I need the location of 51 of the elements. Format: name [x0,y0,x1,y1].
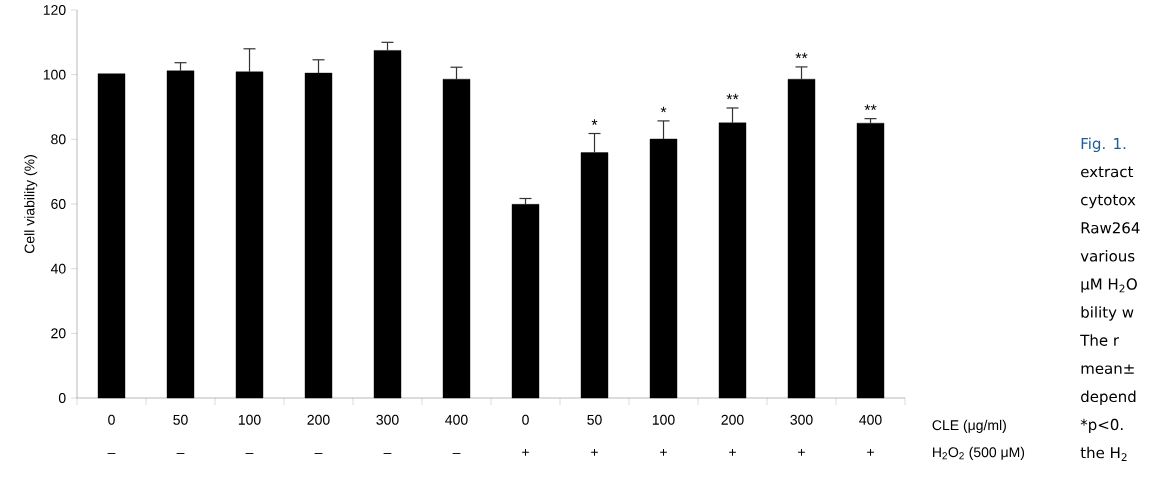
data-label: ** [726,93,739,100]
y-tick-label: 20 [51,328,66,339]
text: + [522,448,529,456]
text: – [176,452,185,454]
x-tick-label: 300 [376,414,399,425]
data-label: ** [795,52,808,59]
text: the H$_{2}$ [1080,446,1127,461]
caption: Fig. 1. [1081,137,1126,153]
text: *p<0. [1080,418,1123,434]
y-tick-label: 60 [51,199,66,209]
x-tick-label: 50 [173,414,188,425]
x-tick-label: 0 [108,414,115,425]
text: + [729,448,736,456]
text: mean± [1081,364,1134,375]
y-tick-label: 0 [58,393,66,403]
text: The r [1080,334,1120,346]
text: – [452,452,461,454]
text: + [591,448,598,456]
data-label: * [591,119,598,125]
text: + [867,448,874,456]
data-label: ** [864,104,877,111]
x-tick-label: 200 [721,414,744,425]
text: – [245,452,254,454]
y-tick-label: 100 [43,69,66,80]
text: depend [1081,390,1136,406]
text: extract [1081,166,1134,178]
text: – [314,452,323,454]
text: + [798,448,805,456]
text: – [383,452,392,454]
text: – [107,452,116,454]
x-tick-label: 300 [790,414,813,425]
text: + [660,448,667,456]
text: various [1080,250,1135,262]
y-tick-label: 40 [50,263,66,274]
y-axis-title: Cell viability (%) [24,155,38,254]
x-tick-label: 0 [522,414,529,425]
x-tick-label: 50 [587,414,602,425]
x-tick-label: 400 [445,414,468,425]
text: μM H$_{2}$O [1081,278,1137,293]
x-tick-label: 100 [238,414,261,425]
text: Raw264 [1081,222,1140,234]
text: bility w [1081,306,1134,321]
x-tick-label: 100 [652,414,675,425]
x-axis-title: CLE (μg/ml) [932,419,1006,433]
y-tick-label: 80 [51,134,66,145]
data-label: * [660,106,667,113]
y-tick-label: 120 [43,5,66,15]
x-tick-label: 200 [307,414,330,425]
text: H$_{2}$O$_{2}$ (500 μM) [933,446,1025,460]
text: cytotox [1081,194,1136,209]
x-tick-label: 400 [859,414,882,425]
